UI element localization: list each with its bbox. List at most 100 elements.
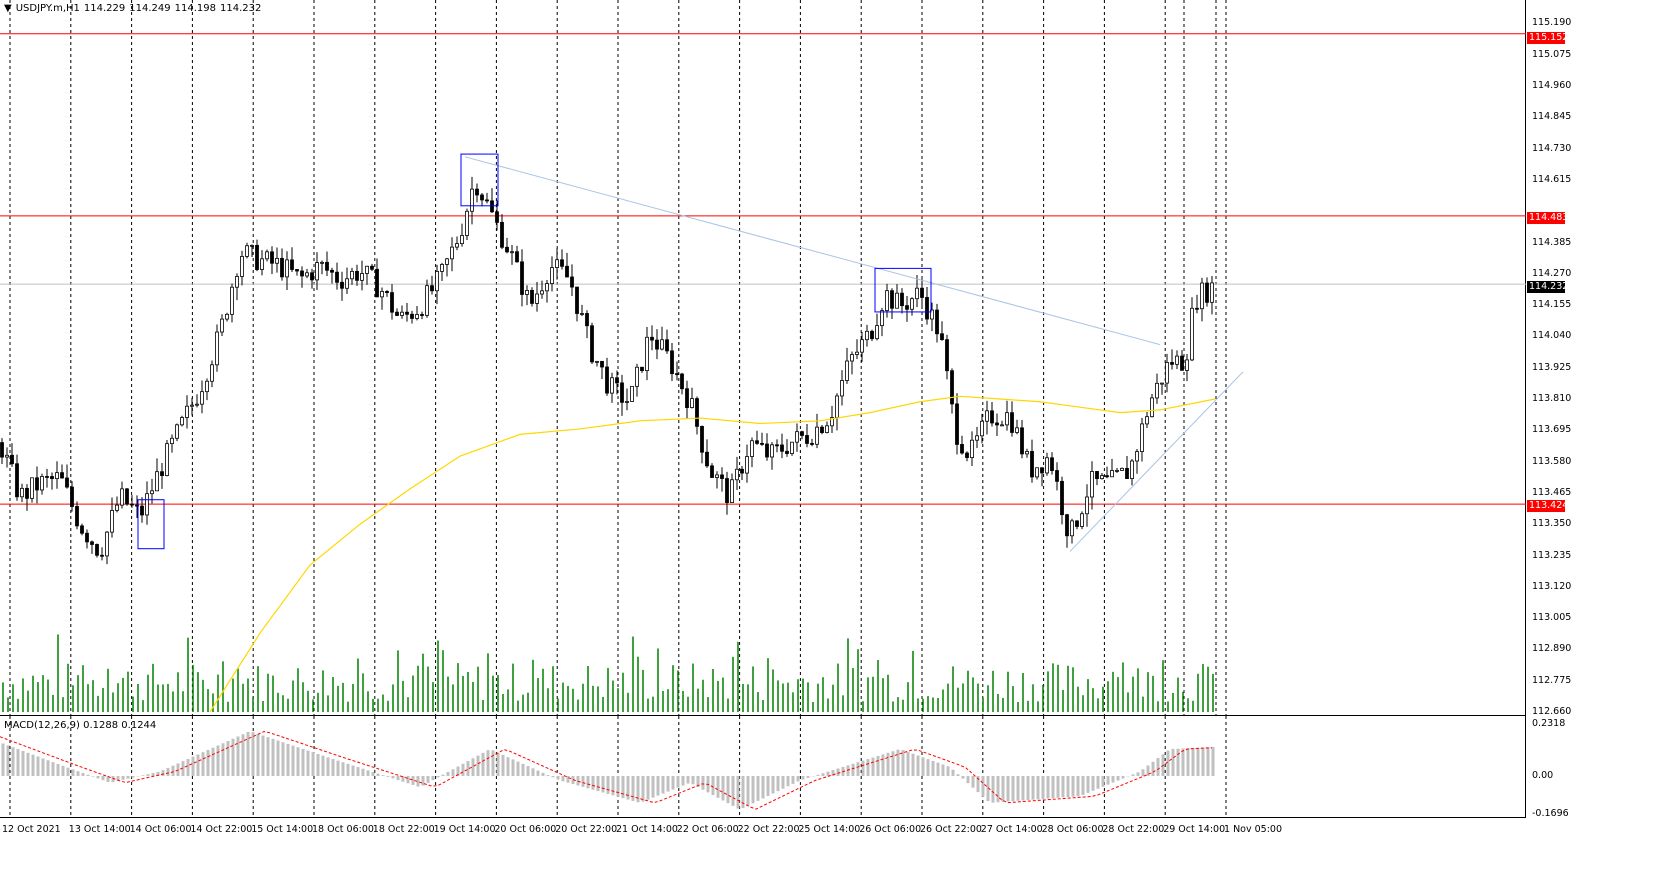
time-tick-label: 22 Oct 22:00 [737, 824, 800, 835]
candle-body [1185, 359, 1189, 371]
candle-body [795, 431, 799, 443]
time-tick-label: 14 Oct 22:00 [190, 824, 253, 835]
candle-body [415, 314, 419, 319]
candle-body [655, 339, 659, 350]
candle-body [510, 251, 514, 254]
time-tick-label: 12 Oct 2021 [2, 824, 61, 835]
candle-body [80, 525, 84, 534]
candle-body [1030, 451, 1034, 478]
candle-body [320, 261, 324, 264]
candle-body [660, 339, 664, 350]
candle-body [535, 293, 539, 304]
candle-body [835, 395, 839, 418]
candle-body [420, 314, 424, 316]
candle-body [910, 298, 914, 310]
price-tick-label: 113.925 [1532, 361, 1572, 373]
candle-body [670, 350, 674, 375]
symbol-label: USDJPY.m,H1 [15, 3, 80, 14]
candle-body [715, 474, 719, 478]
candle-body [705, 451, 709, 467]
candle-body [1040, 467, 1044, 474]
candle-body [175, 424, 179, 439]
time-tick-label: 21 Oct 14:00 [616, 824, 678, 835]
price-tick-label: 114.960 [1532, 80, 1572, 92]
candle-body [580, 313, 584, 315]
time-tick-label: 26 Oct 22:00 [920, 824, 982, 835]
candle-body [490, 200, 494, 213]
candle-body [525, 289, 529, 295]
candle-body [125, 488, 129, 505]
candle-body [170, 437, 174, 445]
candle-body [130, 503, 134, 506]
candle-body [375, 268, 379, 298]
candle-body [590, 325, 594, 363]
candle-body [855, 351, 859, 355]
candle-body [165, 443, 169, 476]
candle-body [250, 244, 254, 247]
candle-body [995, 422, 999, 426]
candle-body [870, 330, 874, 340]
candle-body [515, 251, 519, 263]
candle-body [0, 442, 4, 458]
candle-body [940, 333, 944, 341]
price-chart-canvas[interactable] [0, 0, 1526, 716]
candle-body [295, 269, 299, 272]
candle-body [880, 310, 884, 327]
candle-body [25, 487, 29, 499]
candle-body [390, 292, 394, 313]
level-tag-113424: 113.424 [1527, 500, 1569, 512]
time-tick-label: 22 Oct 06:00 [676, 824, 739, 835]
candle-body [160, 471, 164, 476]
macd-canvas[interactable] [0, 716, 1526, 818]
candle-body [605, 366, 609, 394]
candle-body [1110, 470, 1114, 478]
price-chart-panel[interactable]: ▼ USDJPY.m,H1 114.229 114.249 114.198 114.232 [0, 0, 1526, 716]
candle-body [985, 410, 989, 422]
time-tick-label: 28 Oct 06:00 [1041, 824, 1104, 835]
candle-body [470, 188, 474, 212]
price-tick-label: 112.890 [1532, 643, 1572, 655]
time-tick-label: 29 Oct 14:00 [1163, 824, 1226, 835]
candle-body [755, 440, 759, 444]
time-tick-label: 18 Oct 22:00 [372, 824, 435, 835]
candle-body [265, 251, 269, 260]
price-tick-label: 113.465 [1532, 486, 1572, 498]
candle-body [50, 476, 54, 480]
candle-body [1180, 355, 1184, 371]
candle-body [40, 476, 44, 491]
time-axis[interactable]: 12 Oct 2021 13 Oct 14:00 14 Oct 06:00 14 Oc… [0, 818, 1526, 838]
candle-body [195, 403, 199, 406]
candle-body [680, 373, 684, 390]
candle-body [675, 373, 679, 376]
header-dropdown-icon[interactable]: ▼ [4, 3, 12, 14]
candle-body [150, 490, 154, 495]
candle-body [930, 309, 934, 320]
candle-body [1200, 282, 1204, 310]
candle-body [350, 270, 354, 280]
candle-body [955, 403, 959, 445]
price-tick-label: 113.005 [1532, 612, 1572, 624]
candle-body [740, 468, 744, 474]
candle-body [710, 465, 714, 478]
candle-body [20, 487, 24, 498]
candle-body [190, 404, 194, 407]
candle-body [15, 463, 19, 498]
candle-body [730, 479, 734, 503]
candle-body [1170, 362, 1174, 365]
price-tick-label: 114.845 [1532, 111, 1572, 123]
time-tick-label: 19 Oct 14:00 [433, 824, 496, 835]
candle-body [330, 269, 334, 273]
candle-body [225, 313, 229, 320]
candle-body [180, 417, 184, 426]
macd-panel[interactable]: MACD(12,26,9) 0.1288 0.1244 [0, 716, 1526, 818]
candle-body [475, 188, 479, 196]
candle-body [1020, 427, 1024, 455]
candle-body [90, 541, 94, 545]
candle-body [425, 285, 429, 316]
candle-body [1100, 475, 1104, 480]
candle-body [1085, 496, 1089, 515]
candle-body [690, 398, 694, 408]
price-tick-label: 112.775 [1532, 674, 1572, 686]
candle-body [650, 336, 654, 341]
candle-body [280, 257, 284, 278]
